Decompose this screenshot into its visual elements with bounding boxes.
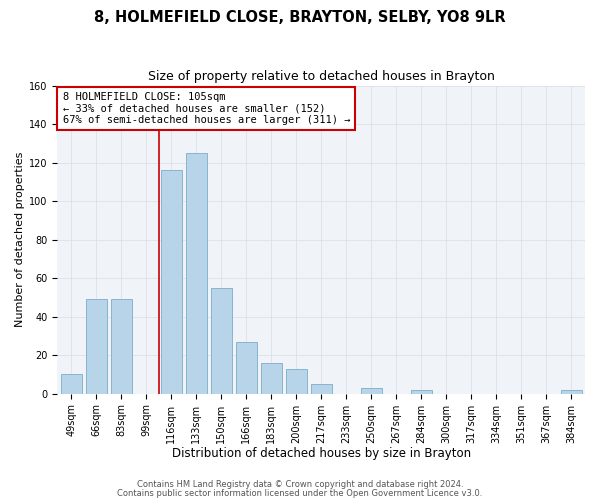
Bar — [361, 388, 382, 394]
Bar — [86, 300, 107, 394]
Bar — [236, 342, 257, 394]
Bar — [211, 288, 232, 394]
Bar — [110, 300, 132, 394]
Text: 8 HOLMEFIELD CLOSE: 105sqm
← 33% of detached houses are smaller (152)
67% of sem: 8 HOLMEFIELD CLOSE: 105sqm ← 33% of deta… — [62, 92, 350, 125]
Bar — [410, 390, 432, 394]
Bar — [61, 374, 82, 394]
X-axis label: Distribution of detached houses by size in Brayton: Distribution of detached houses by size … — [172, 447, 471, 460]
Bar — [286, 368, 307, 394]
Text: Contains HM Land Registry data © Crown copyright and database right 2024.: Contains HM Land Registry data © Crown c… — [137, 480, 463, 489]
Bar — [560, 390, 582, 394]
Text: Contains public sector information licensed under the Open Government Licence v3: Contains public sector information licen… — [118, 488, 482, 498]
Bar — [161, 170, 182, 394]
Title: Size of property relative to detached houses in Brayton: Size of property relative to detached ho… — [148, 70, 494, 83]
Bar — [260, 363, 282, 394]
Bar — [311, 384, 332, 394]
Bar — [185, 153, 207, 394]
Text: 8, HOLMEFIELD CLOSE, BRAYTON, SELBY, YO8 9LR: 8, HOLMEFIELD CLOSE, BRAYTON, SELBY, YO8… — [94, 10, 506, 25]
Y-axis label: Number of detached properties: Number of detached properties — [15, 152, 25, 328]
